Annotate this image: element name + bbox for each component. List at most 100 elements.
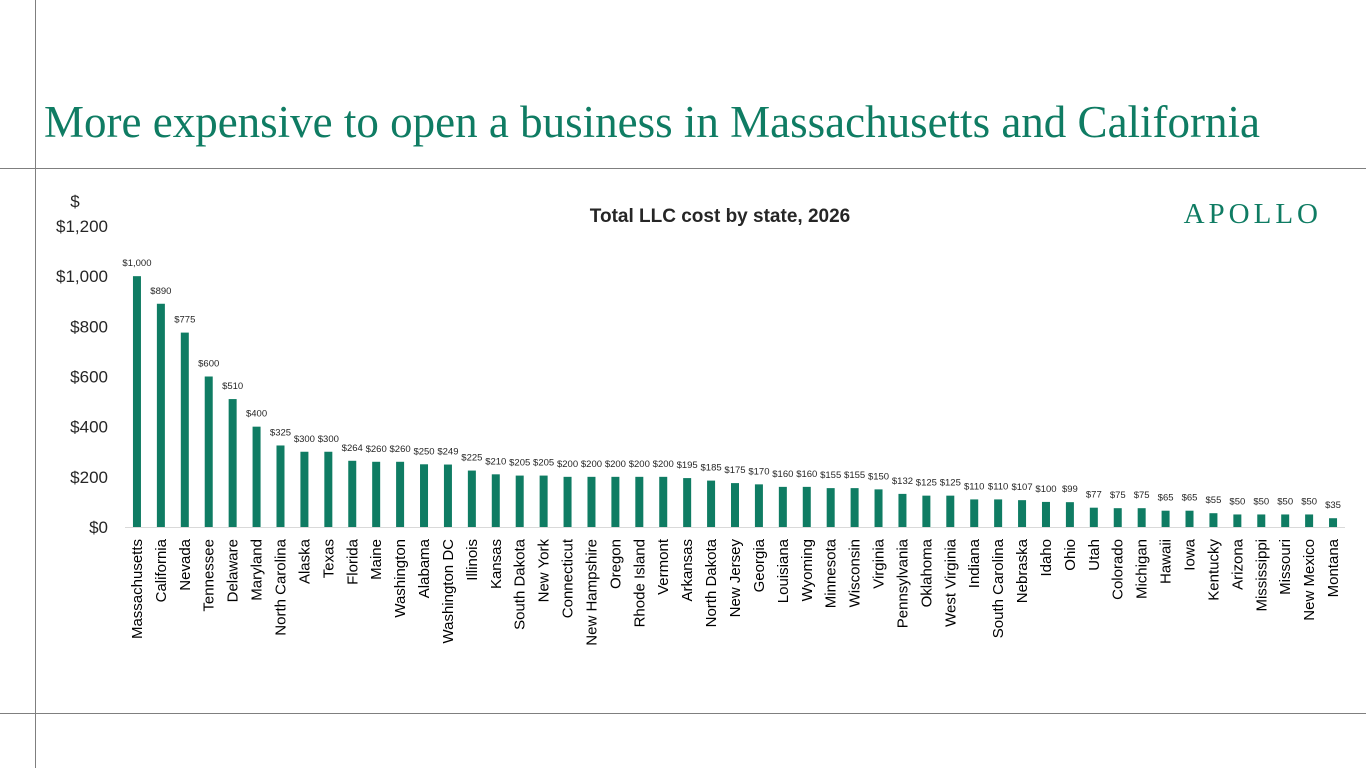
- x-tick-label: Hawaii: [1158, 539, 1175, 584]
- data-label: $250: [413, 446, 434, 457]
- bar: [802, 486, 811, 527]
- bar: [946, 495, 955, 527]
- y-tick-label: $0: [89, 518, 108, 537]
- x-tick-label: Kentucky: [1205, 539, 1222, 601]
- data-label: $55: [1206, 495, 1222, 506]
- bar: [1185, 510, 1194, 527]
- x-tick-label: Delaware: [225, 539, 242, 602]
- bar: [563, 476, 572, 527]
- bar: [132, 276, 141, 527]
- x-tick-label: New Jersey: [727, 539, 744, 618]
- bar: [683, 478, 692, 527]
- y-tick-label: $1,000: [56, 267, 108, 286]
- bar: [443, 464, 452, 527]
- data-label: $264: [342, 443, 363, 454]
- data-label: $110: [964, 481, 984, 492]
- y-axis: $0 $200 $400 $600 $800 $1,000 $1,200: [56, 217, 108, 537]
- bar: [300, 451, 309, 527]
- bar: [1233, 514, 1242, 527]
- data-label: $150: [868, 471, 889, 482]
- data-label: $50: [1301, 496, 1317, 507]
- title-divider: [0, 168, 1366, 169]
- x-tick-label: Vermont: [655, 538, 672, 595]
- bar: [372, 461, 381, 527]
- bar: [1065, 502, 1074, 527]
- x-tick-label: Alabama: [416, 538, 433, 598]
- bar: [1209, 513, 1218, 527]
- x-tick-label: Minnesota: [823, 538, 840, 608]
- bar: [252, 426, 261, 527]
- bar: [1281, 514, 1290, 527]
- data-label: $260: [366, 444, 387, 455]
- x-tick-label: Illinois: [464, 539, 481, 581]
- bar: [1137, 508, 1146, 527]
- x-tick-label: Missouri: [1277, 539, 1294, 595]
- bar: [491, 474, 500, 527]
- data-label: $100: [1035, 484, 1056, 495]
- x-tick-label: Wisconsin: [847, 539, 864, 607]
- data-label: $110: [988, 481, 1008, 492]
- x-tick-label: Tennessee: [201, 539, 218, 612]
- x-tick-label: Montana: [1325, 538, 1342, 597]
- bar: [611, 476, 620, 527]
- bar: [276, 445, 285, 527]
- data-label: $160: [772, 469, 793, 480]
- data-label: $200: [557, 459, 578, 470]
- bar: [228, 399, 237, 527]
- bar: [396, 461, 405, 527]
- data-label: $175: [724, 465, 745, 476]
- data-label: $50: [1253, 496, 1269, 507]
- bar: [850, 488, 859, 527]
- data-label: $249: [437, 447, 458, 458]
- x-tick-label: Pennsylvania: [894, 538, 911, 628]
- x-tick-label: Virginia: [871, 538, 888, 588]
- bar: [659, 476, 668, 527]
- bar: [635, 476, 644, 527]
- data-label: $75: [1134, 490, 1150, 501]
- bar: [970, 499, 979, 527]
- bar: [515, 475, 524, 527]
- bar: [467, 470, 476, 527]
- x-tick-label: California: [153, 538, 170, 602]
- bar: [587, 476, 596, 527]
- x-tick-label: Idaho: [1038, 539, 1055, 577]
- y-axis-unit: $: [70, 192, 80, 211]
- bar: [994, 499, 1003, 527]
- data-label: $200: [605, 459, 626, 470]
- data-label: $260: [390, 444, 411, 455]
- data-label: $155: [820, 470, 841, 481]
- x-tick-label: Massachusetts: [129, 539, 146, 639]
- data-label: $890: [150, 286, 171, 297]
- data-label: $77: [1086, 490, 1102, 501]
- x-tick-label: Nevada: [177, 538, 194, 590]
- x-tick-label: Iowa: [1182, 538, 1199, 570]
- bar: [707, 480, 716, 527]
- data-label: $300: [318, 434, 339, 445]
- y-tick-label: $800: [70, 317, 108, 336]
- data-label: $200: [653, 459, 674, 470]
- bar: [420, 464, 429, 527]
- left-divider: [35, 0, 36, 768]
- x-tick-label: Washington: [392, 539, 409, 618]
- data-labels: $1,000$890$775$600$510$400$325$300 $300$2…: [122, 258, 1341, 511]
- data-label: $65: [1158, 493, 1174, 504]
- data-label: $225: [461, 453, 482, 464]
- x-tick-label: Indiana: [966, 538, 983, 588]
- data-label: $170: [748, 466, 769, 477]
- bar: [1257, 514, 1266, 527]
- bar: [1161, 510, 1170, 527]
- x-tick-label: Maryland: [249, 539, 266, 601]
- y-tick-label: $400: [70, 418, 108, 437]
- data-label: $510: [222, 381, 243, 392]
- data-label: $50: [1229, 496, 1245, 507]
- x-tick-label: Rhode Island: [631, 539, 648, 627]
- x-tick-label: Oregon: [607, 539, 624, 589]
- x-tick-label: Ohio: [1062, 539, 1079, 571]
- x-tick-label: Utah: [1086, 539, 1103, 571]
- x-tick-label: Mississippi: [1253, 539, 1270, 612]
- x-tick-label: Alaska: [296, 538, 313, 584]
- data-label: $160: [796, 469, 817, 480]
- bars: [132, 276, 1338, 527]
- x-tick-label: Michigan: [1134, 539, 1151, 599]
- x-tick-label: Oklahoma: [918, 538, 935, 607]
